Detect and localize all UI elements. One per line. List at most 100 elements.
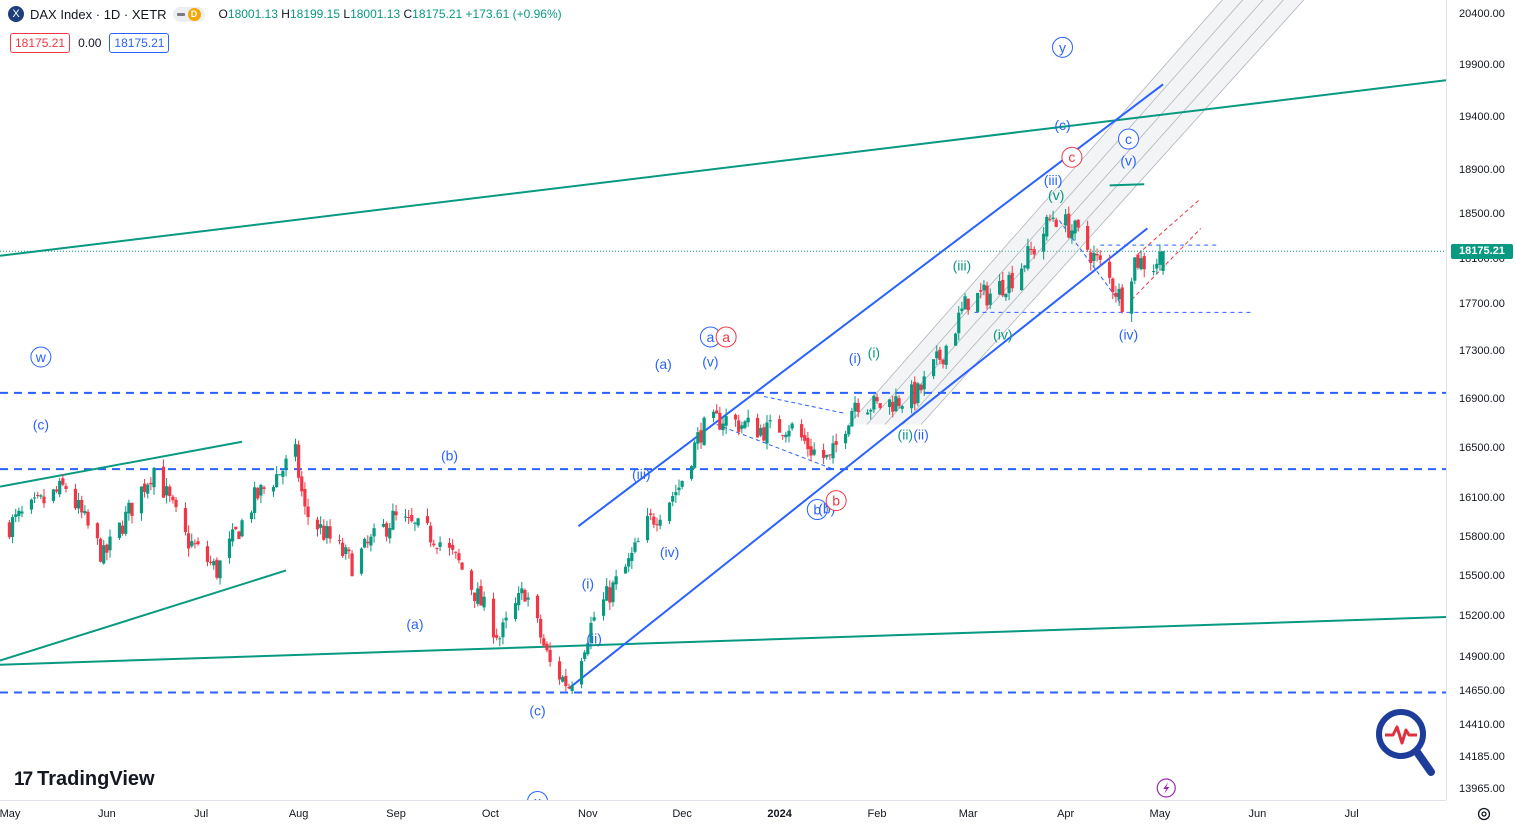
candle-body bbox=[677, 487, 681, 491]
candle-body bbox=[856, 403, 860, 413]
candle-body bbox=[982, 284, 986, 291]
candle-body bbox=[1004, 293, 1008, 298]
chart-canvas[interactable]: w(c)(b)(a)(c)x(i)(ii)(iii)(iv)(a)aa(v)b(… bbox=[0, 0, 1446, 800]
candle-body bbox=[293, 444, 298, 457]
candle-body bbox=[271, 487, 276, 492]
gear-icon[interactable] bbox=[1476, 806, 1492, 822]
time-tick-label: Feb bbox=[867, 808, 887, 820]
price-band-line bbox=[884, 0, 1264, 425]
time-tick-label: Jun bbox=[98, 808, 116, 820]
candle-body bbox=[306, 506, 310, 518]
candle-body bbox=[281, 470, 285, 477]
candle-body bbox=[1139, 258, 1143, 270]
candle-body bbox=[1120, 287, 1124, 313]
candle-body bbox=[1130, 281, 1134, 314]
candle-body bbox=[1051, 217, 1055, 219]
price-band-line bbox=[920, 0, 1305, 425]
close-value: 18175.21 bbox=[412, 7, 463, 21]
high-value: 18199.15 bbox=[289, 7, 341, 21]
candle-body bbox=[482, 596, 486, 608]
chart-pane[interactable]: w(c)(b)(a)(c)x(i)(ii)(iii)(iv)(a)aa(v)b(… bbox=[0, 0, 1446, 800]
candle-body bbox=[652, 516, 656, 525]
price-tick-label: 15200.00 bbox=[1459, 610, 1505, 623]
buy-button[interactable]: 18175.21 bbox=[109, 33, 170, 53]
candle-body bbox=[891, 401, 895, 412]
candle-body bbox=[954, 333, 958, 346]
candle-body bbox=[919, 384, 923, 391]
candle-body bbox=[300, 476, 304, 492]
candle-body bbox=[711, 411, 716, 418]
candle-body bbox=[843, 433, 848, 444]
candle-body bbox=[589, 622, 593, 643]
candle-body bbox=[693, 442, 697, 468]
candle-body bbox=[403, 516, 408, 518]
candle-body bbox=[328, 526, 332, 539]
candle-body bbox=[120, 525, 125, 534]
tradingview-wordmark: TradingView bbox=[37, 768, 155, 790]
price-tick-label: 14650.00 bbox=[1459, 685, 1505, 698]
candle-body bbox=[932, 359, 936, 377]
candle-body bbox=[790, 423, 794, 429]
interval-flag: D bbox=[187, 7, 201, 21]
candle-body bbox=[1117, 288, 1121, 300]
candle-body bbox=[1073, 220, 1077, 234]
candle-body bbox=[1136, 254, 1140, 268]
price-tick-label: 16900.00 bbox=[1459, 393, 1505, 406]
price-tick-label: 19400.00 bbox=[1459, 110, 1505, 123]
lightning-icon bbox=[1163, 782, 1170, 794]
time-axis[interactable]: May Jun Jul Aug Sep Oct Nov Dec 2024 Feb Mar Apr May… bbox=[0, 800, 1446, 829]
trade-buttons: 18175.21 0.00 18175.21 bbox=[10, 33, 170, 53]
candle-body bbox=[105, 544, 109, 553]
trend-line bbox=[568, 227, 1148, 690]
wave-label: (iii) bbox=[953, 257, 972, 273]
trend-line bbox=[0, 569, 287, 662]
candle-body bbox=[655, 524, 659, 526]
candle-body bbox=[20, 511, 24, 514]
interval-badge[interactable]: D bbox=[172, 6, 205, 22]
wave-label: y bbox=[1059, 39, 1066, 55]
candle-body bbox=[14, 514, 18, 517]
candle-body bbox=[702, 417, 706, 446]
price-axis[interactable]: 20400.00 19900.00 19400.00 18900.00 18500.00… bbox=[1446, 0, 1516, 800]
time-tick-label: Jul bbox=[194, 808, 209, 820]
candle-body bbox=[469, 570, 474, 590]
candle-body bbox=[347, 549, 351, 552]
candle-body bbox=[171, 496, 175, 501]
candle-body bbox=[743, 421, 747, 428]
symbol-title[interactable]: DAX Index · 1D · XETR bbox=[30, 6, 167, 22]
candle-body bbox=[54, 489, 59, 492]
candle-body bbox=[579, 661, 584, 685]
candle-body bbox=[454, 551, 458, 553]
candle-body bbox=[36, 494, 40, 496]
candle-body bbox=[130, 502, 134, 516]
ohlc-values: O18001.13 H18199.15 L18001.13 C18175.21 … bbox=[219, 7, 562, 21]
low-label: L bbox=[343, 7, 351, 21]
candle-body bbox=[755, 417, 760, 438]
candle-body bbox=[1045, 216, 1049, 237]
trend-line bbox=[0, 440, 243, 488]
candle-body bbox=[746, 417, 750, 423]
wave-label: (ii) bbox=[913, 426, 929, 442]
pattern-dashed-line bbox=[716, 424, 834, 470]
candle-body bbox=[1032, 249, 1036, 255]
candle-body bbox=[608, 587, 612, 603]
candle-body bbox=[721, 423, 725, 431]
tradingview-logo[interactable]: 17 TradingView bbox=[14, 768, 155, 791]
candle-body bbox=[284, 458, 288, 470]
candle-body bbox=[715, 410, 719, 414]
candle-body bbox=[58, 480, 62, 495]
candle-body bbox=[847, 425, 851, 435]
wave-label: (i) bbox=[868, 344, 880, 360]
candle-body bbox=[391, 510, 395, 530]
sell-button[interactable]: 18175.21 bbox=[10, 33, 71, 53]
candle-body bbox=[344, 547, 348, 555]
candle-body bbox=[733, 414, 738, 420]
candle-body bbox=[583, 652, 587, 659]
candle-body bbox=[212, 561, 216, 566]
candle-body bbox=[193, 543, 197, 545]
candle-body bbox=[249, 512, 254, 520]
candle-body bbox=[1026, 246, 1030, 269]
wave-label-circle bbox=[1061, 146, 1083, 168]
candle-body bbox=[165, 486, 169, 496]
time-tick-label: May bbox=[0, 808, 21, 820]
